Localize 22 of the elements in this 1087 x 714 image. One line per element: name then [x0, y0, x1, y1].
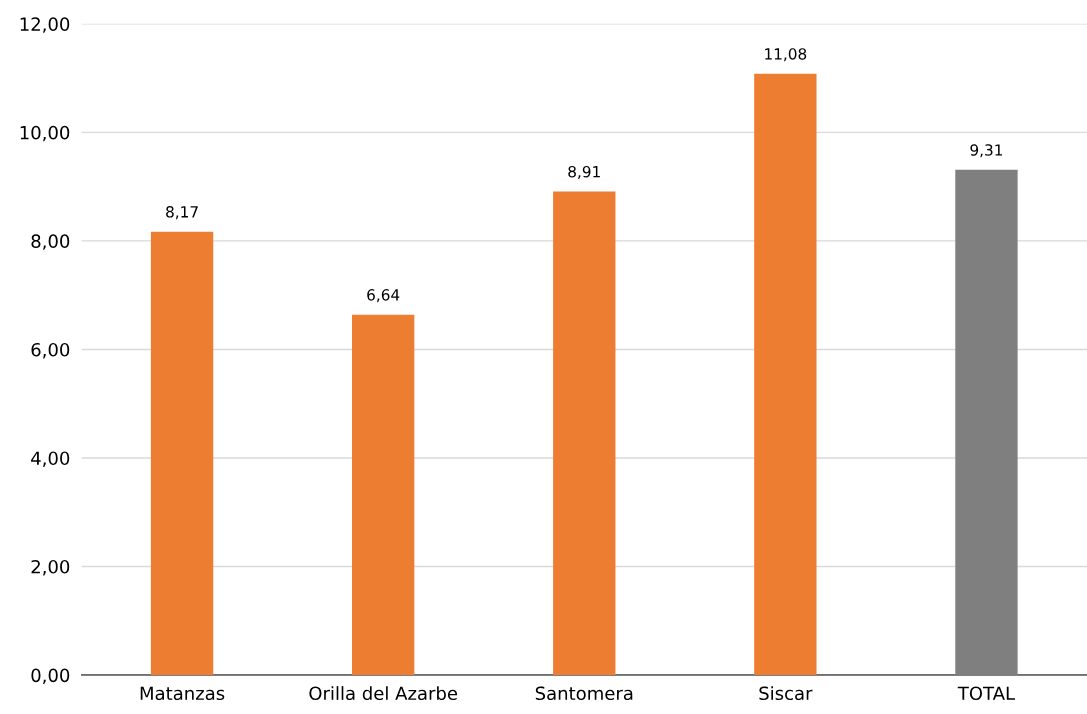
bar: [150, 231, 214, 676]
y-tick-label: 0,00: [31, 668, 70, 684]
bar: [352, 314, 415, 676]
y-tick-label: 8,00: [31, 234, 70, 250]
y-tick-label: 6,00: [31, 342, 70, 359]
data-label: 8,17: [166, 206, 198, 220]
y-tick-label: 10,00: [20, 125, 70, 142]
data-label: 11,08: [765, 48, 807, 62]
x-tick-label: Matanzas: [140, 686, 225, 701]
data-label: 8,91: [568, 165, 600, 180]
x-tick-label: TOTAL: [957, 686, 1015, 701]
data-label: 6,64: [367, 289, 400, 303]
bar: [553, 191, 616, 676]
x-tick-label: Orilla del Azarbe: [309, 686, 458, 701]
data-label: 9,31: [970, 144, 1003, 158]
y-tick-label: 2,00: [31, 559, 70, 576]
y-tick-label: 4,00: [31, 451, 70, 467]
x-tick-label: Santomera: [535, 686, 633, 701]
bar: [754, 73, 817, 676]
y-tick-label: 12,00: [20, 17, 70, 33]
x-tick-label: Siscar: [759, 686, 813, 701]
bar: [955, 169, 1018, 676]
